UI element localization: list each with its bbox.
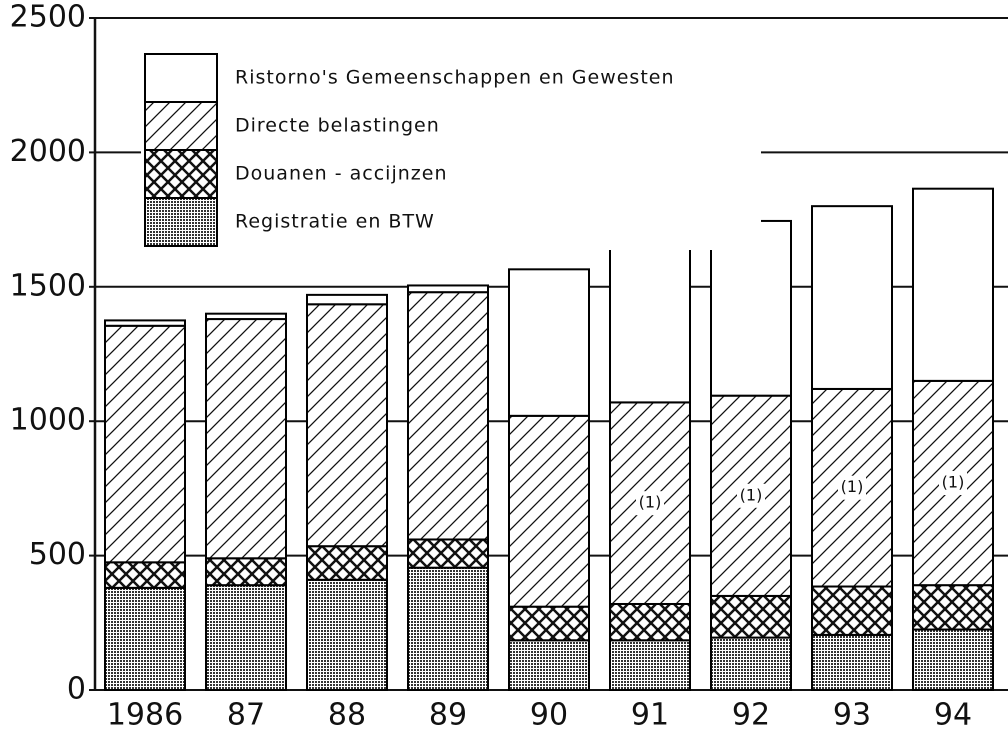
legend-swatch — [144, 197, 218, 247]
bar-segment — [306, 293, 388, 306]
bar-segment — [508, 414, 590, 608]
x-tick-label: 88 — [328, 698, 366, 733]
bar-segment — [407, 566, 489, 691]
bar-segment — [609, 639, 691, 691]
x-tick-label: 89 — [429, 698, 467, 733]
x-tick-label: 90 — [530, 698, 568, 733]
bar-segment — [710, 636, 792, 691]
annotation-bg — [737, 483, 765, 508]
y-tick-label: 2000 — [10, 134, 86, 169]
annotation: (1) — [639, 493, 662, 512]
bar-segment — [407, 291, 489, 541]
annotation: (1) — [942, 473, 965, 492]
legend-swatch — [144, 149, 218, 199]
bar-segment — [104, 319, 186, 327]
x-tick-label: 92 — [732, 698, 770, 733]
bar-segment — [710, 594, 792, 639]
bar-segment — [306, 578, 388, 691]
y-tick-label: 2500 — [10, 0, 86, 35]
annotation: (1) — [841, 477, 864, 496]
x-tick-label: 91 — [631, 698, 669, 733]
bar-segment — [407, 284, 489, 294]
bar-segment — [205, 557, 287, 587]
bar-segment — [811, 585, 893, 636]
bar-segment — [306, 303, 388, 548]
x-tick-label: 1986 — [107, 698, 183, 733]
bar-segment — [609, 602, 691, 642]
bar-segment — [508, 268, 590, 417]
bar-segment — [811, 387, 893, 588]
y-tick-label: 0 — [67, 672, 86, 707]
bar-segment — [407, 538, 489, 569]
legend-swatch — [144, 101, 218, 151]
bar-segment — [205, 318, 287, 560]
x-tick-label: 87 — [227, 698, 265, 733]
y-tick-label: 500 — [29, 537, 86, 572]
bar-segment — [912, 584, 994, 631]
legend-label: Directe belastingen — [235, 115, 440, 137]
x-tick-label: 93 — [833, 698, 871, 733]
y-tick-label: 1500 — [10, 268, 86, 303]
legend-bg — [141, 50, 761, 250]
annotation-bg — [939, 471, 967, 496]
bar-segment — [306, 545, 388, 581]
bar-segment — [104, 324, 186, 564]
bar-segment — [205, 584, 287, 692]
bar-segment — [104, 586, 186, 692]
legend-label: Douanen - accijnzen — [235, 163, 448, 185]
legend-label: Ristorno's Gemeenschappen en Gewesten — [235, 67, 675, 89]
bar-segment — [104, 561, 186, 589]
legend-label: Registratie en BTW — [235, 211, 435, 233]
legend-swatch — [144, 53, 218, 103]
bar-segment — [205, 312, 287, 321]
annotation: (1) — [740, 485, 763, 504]
bar-segment — [508, 639, 590, 691]
annotation-bg — [636, 491, 664, 516]
bar-segment — [912, 628, 994, 692]
bar-segment — [811, 205, 893, 390]
bar-segment — [508, 605, 590, 642]
bar-segment — [811, 633, 893, 691]
bar-segment — [912, 187, 994, 382]
bars: 1986 87 88 89 90 91 92 93 94 (1) (1) (1) (1) — [104, 187, 994, 733]
annotation-bg — [838, 475, 866, 500]
x-tick-label: 94 — [934, 698, 972, 733]
y-tick-label: 1000 — [10, 403, 86, 438]
legend: Ristorno's Gemeenschappen en Gewesten Dir… — [141, 50, 761, 250]
bar-segment — [710, 219, 792, 397]
bar-segment — [609, 236, 691, 404]
